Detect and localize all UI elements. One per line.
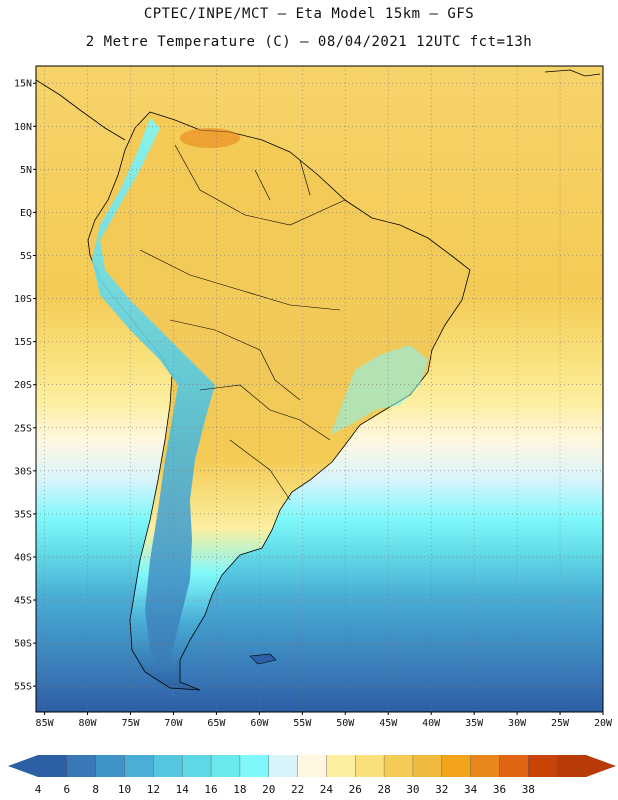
lat-tick-label: 45S [14,596,32,607]
map-frame [35,65,604,713]
colorbar-label: 36 [493,783,506,796]
lat-tick-label: 55S [14,682,32,693]
lat-tick-label: 15S [14,337,32,348]
lon-tick-label: 85W [36,718,55,729]
colorbar-swatch [211,755,241,777]
lon-tick-label: 80W [79,718,98,729]
temperature-field [36,66,603,712]
colorbar-swatch [355,755,385,777]
lat-tick-label: 10S [14,294,32,305]
colorbar-swatch [384,755,414,777]
title-line-1: CPTEC/INPE/MCT – Eta Model 15km – GFS [143,6,475,22]
latitude-axis: 15N 10N 5N EQ 5S 10S 15S 20S 25S 30S 35S 40S 45S 50S 5… [14,79,36,693]
colorbar-label: 14 [176,783,190,796]
lon-tick-label: 65W [207,718,226,729]
lon-tick-label: 60W [250,718,269,729]
colorbar: 4 6 8 10 12 14 16 18 20 22 24 26 28 30 32 34 36 38 [8,755,616,796]
colorbar-swatch [182,755,212,777]
lat-tick-label: 30S [14,466,32,477]
colorbar-label: 20 [262,783,275,796]
longitude-axis: 85W 80W 75W 70W 65W 60W 55W 50W 45W 40W 35W 30W 25W 2… [36,712,613,729]
lon-tick-label: 20W [594,718,613,729]
colorbar-swatch [499,755,529,777]
lon-tick-label: 35W [465,718,484,729]
colorbar-label: 28 [377,783,390,796]
colorbar-swatch [38,755,68,777]
lat-tick-label: 35S [14,509,32,520]
lat-tick-label: 40S [14,552,32,563]
lon-tick-label: 55W [293,718,312,729]
lon-tick-label: 75W [121,718,140,729]
colorbar-high-arrow [586,755,616,777]
lon-tick-label: 50W [336,718,355,729]
colorbar-label: 10 [118,783,131,796]
colorbar-label: 8 [92,783,99,796]
graticule [36,66,604,712]
colorbar-swatch [557,755,587,777]
lon-tick-label: 45W [379,718,398,729]
colorbar-label: 18 [233,783,246,796]
warm-anomaly-north [180,128,240,148]
lat-tick-label: 10N [14,122,32,133]
colorbar-label: 38 [522,783,535,796]
lon-tick-label: 25W [551,718,570,729]
colorbar-label: 30 [406,783,419,796]
colorbar-label: 26 [349,783,362,796]
colorbar-label: 4 [35,783,42,796]
lat-tick-label: 5N [20,165,32,176]
lat-tick-label: 5S [20,251,32,262]
colorbar-swatch [470,755,500,777]
falkland-islands [249,653,277,665]
lat-tick-label: 15N [14,79,32,90]
colorbar-label: 34 [464,783,478,796]
colorbar-label: 24 [320,783,334,796]
colorbar-swatch [441,755,472,777]
brazil-highlands-cool [330,345,428,435]
colorbar-swatch [95,755,126,777]
caribbean-islands [544,69,601,77]
colorbar-label: 22 [291,783,304,796]
colorbar-label: 6 [64,783,71,796]
colorbar-swatch [412,755,443,777]
lon-tick-label: 40W [422,718,441,729]
colorbar-label: 32 [435,783,448,796]
lon-tick-label: 30W [508,718,527,729]
colorbar-swatch [66,755,97,777]
title-line-2: 2 Metre Temperature (C) – 08/04/2021 12U… [85,34,533,50]
colorbar-swatch [326,755,356,777]
andes-cold-band [92,118,215,670]
colorbar-swatch [124,755,154,777]
central-america-coast [36,79,126,141]
colorbar-swatch [297,755,327,777]
colorbar-label: 12 [147,783,160,796]
colorbar-label: 16 [204,783,217,796]
colorbar-swatch [153,755,183,777]
lat-tick-label: 20S [14,380,32,391]
lat-tick-label: 50S [14,639,32,650]
colorbar-swatch [528,755,558,777]
lat-tick-label: EQ [20,208,32,219]
colorbar-low-arrow [8,755,38,777]
lon-tick-label: 70W [164,718,183,729]
colorbar-swatch [268,755,299,777]
colorbar-swatch [239,755,270,777]
lat-tick-label: 25S [14,423,32,434]
